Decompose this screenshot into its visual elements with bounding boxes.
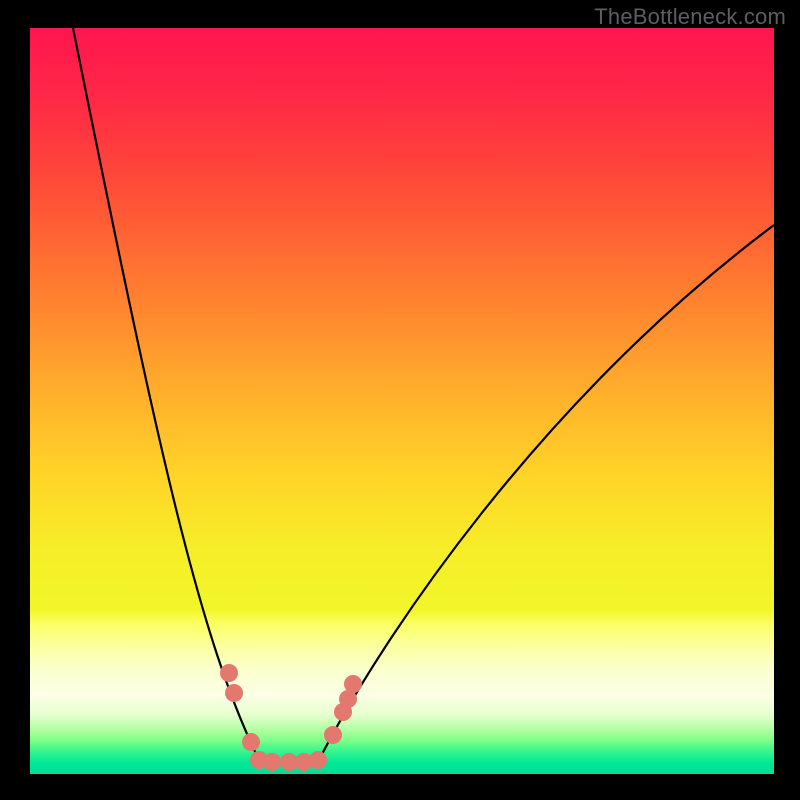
data-marker [263, 753, 281, 771]
data-marker [309, 751, 327, 769]
plot-background [30, 28, 774, 774]
data-marker [220, 664, 238, 682]
data-marker [242, 733, 260, 751]
data-marker [324, 726, 342, 744]
data-marker [225, 684, 243, 702]
data-marker [344, 675, 362, 693]
watermark-text: TheBottleneck.com [594, 4, 786, 30]
chart-canvas: TheBottleneck.com [0, 0, 800, 800]
chart-svg [0, 0, 800, 800]
